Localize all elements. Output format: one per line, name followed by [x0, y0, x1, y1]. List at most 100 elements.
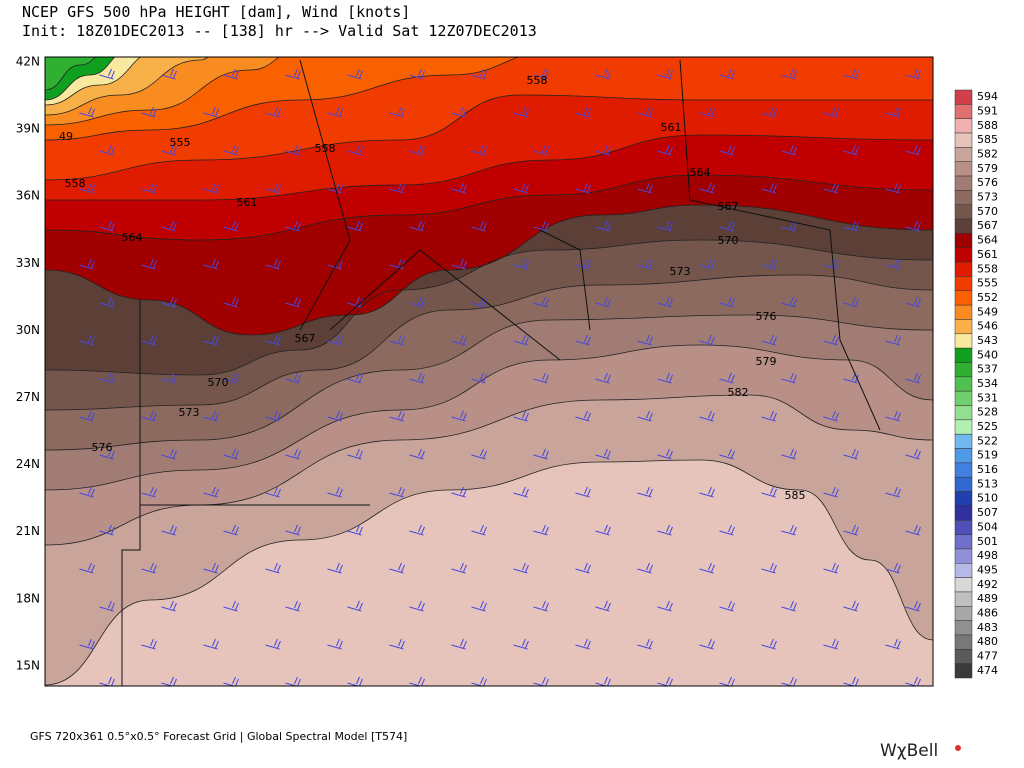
wind-barb — [79, 410, 95, 422]
wind-barb — [843, 448, 859, 460]
wind-barb — [533, 524, 549, 536]
wind-barb — [657, 524, 673, 536]
colorbar-label: 570 — [977, 205, 998, 218]
contour-label: 564 — [690, 166, 711, 179]
wind-barb — [409, 676, 425, 686]
colorbar-label: 594 — [977, 90, 998, 103]
contour-label: 558 — [527, 74, 548, 87]
band — [45, 57, 96, 90]
wind-barb — [905, 448, 921, 460]
wind-barb — [781, 68, 797, 80]
colorbar-swatch — [954, 247, 973, 263]
wind-barb — [781, 144, 797, 156]
wind-barb — [99, 448, 115, 460]
wind-barb — [905, 524, 921, 536]
wind-barb — [451, 410, 467, 422]
wind-barb — [99, 296, 115, 308]
wind-barb — [285, 220, 301, 232]
wind-barb — [265, 334, 281, 346]
logo: WχBell — [880, 741, 938, 761]
colorbar-label: 591 — [977, 105, 998, 118]
contour-label: 573 — [670, 265, 691, 278]
wind-barb — [575, 410, 591, 422]
wind-barb — [637, 182, 653, 194]
contour-line — [45, 57, 520, 141]
wind-barb — [79, 258, 95, 270]
wind-barb — [161, 524, 177, 536]
wind-barb — [595, 448, 611, 460]
wind-barb — [347, 448, 363, 460]
wind-barb — [285, 524, 301, 536]
wind-barb — [161, 372, 177, 384]
colorbar-label: 483 — [977, 621, 998, 634]
wind-barb — [99, 676, 115, 686]
wind-barb — [761, 638, 777, 650]
wind-barb — [637, 258, 653, 270]
wind-barb — [471, 296, 487, 308]
colorbar-label: 561 — [977, 248, 998, 261]
wind-barb — [905, 372, 921, 384]
wind-barb — [533, 676, 549, 686]
wind-barb — [575, 486, 591, 498]
wind-barb — [99, 68, 115, 80]
colorbar-label: 552 — [977, 291, 998, 304]
colorbar-label: 558 — [977, 262, 998, 275]
wind-barb — [781, 524, 797, 536]
wind-barb — [905, 68, 921, 80]
wind-barb — [533, 68, 549, 80]
wind-barb — [223, 524, 239, 536]
colorbar-label: 585 — [977, 133, 998, 146]
contour-label: 555 — [170, 136, 191, 149]
wind-barb — [265, 562, 281, 574]
wind-barb — [389, 410, 405, 422]
wind-barb — [265, 638, 281, 650]
wind-barb — [79, 334, 95, 346]
wind-barb — [823, 182, 839, 194]
wind-barb — [719, 372, 735, 384]
colorbar-label: 579 — [977, 162, 998, 175]
colorbar-label: 504 — [977, 520, 998, 533]
colorbar-swatch — [954, 132, 973, 148]
wind-barb — [161, 448, 177, 460]
wind-barb — [451, 562, 467, 574]
wind-barb — [595, 220, 611, 232]
wind-barb — [843, 220, 859, 232]
wind-barb — [285, 144, 301, 156]
contour-label: 576 — [756, 310, 777, 323]
wind-barb — [141, 562, 157, 574]
wind-barb — [409, 68, 425, 80]
wind-barb — [533, 296, 549, 308]
wind-barb — [823, 486, 839, 498]
wind-barb — [285, 448, 301, 460]
wind-barb — [719, 68, 735, 80]
wind-barb — [657, 144, 673, 156]
colorbar-swatch — [954, 89, 973, 105]
wind-barb — [781, 296, 797, 308]
wind-barb — [389, 562, 405, 574]
wind-barb — [451, 638, 467, 650]
wind-barb — [719, 144, 735, 156]
wind-barb — [223, 676, 239, 686]
wind-barb — [347, 372, 363, 384]
wind-barb — [761, 410, 777, 422]
wind-barb — [823, 410, 839, 422]
wind-barb — [471, 448, 487, 460]
wind-barb — [471, 524, 487, 536]
contour-line — [45, 204, 933, 336]
wind-barb — [595, 524, 611, 536]
wind-barb — [327, 562, 343, 574]
wind-barb — [575, 638, 591, 650]
wind-barb — [223, 220, 239, 232]
footer: GFS 720x361 0.5°x0.5° Forecast Grid | Gl… — [30, 730, 407, 743]
wind-barb — [327, 334, 343, 346]
colorbar-label: 540 — [977, 348, 998, 361]
wind-barb — [99, 144, 115, 156]
wind-barb — [265, 486, 281, 498]
wind-barb — [513, 410, 529, 422]
colorbar-label: 546 — [977, 320, 998, 333]
wind-barb — [451, 182, 467, 194]
wind-barb — [347, 600, 363, 612]
colorbar-swatch — [954, 433, 973, 449]
wind-barb — [967, 677, 982, 687]
wind-barb — [761, 182, 777, 194]
